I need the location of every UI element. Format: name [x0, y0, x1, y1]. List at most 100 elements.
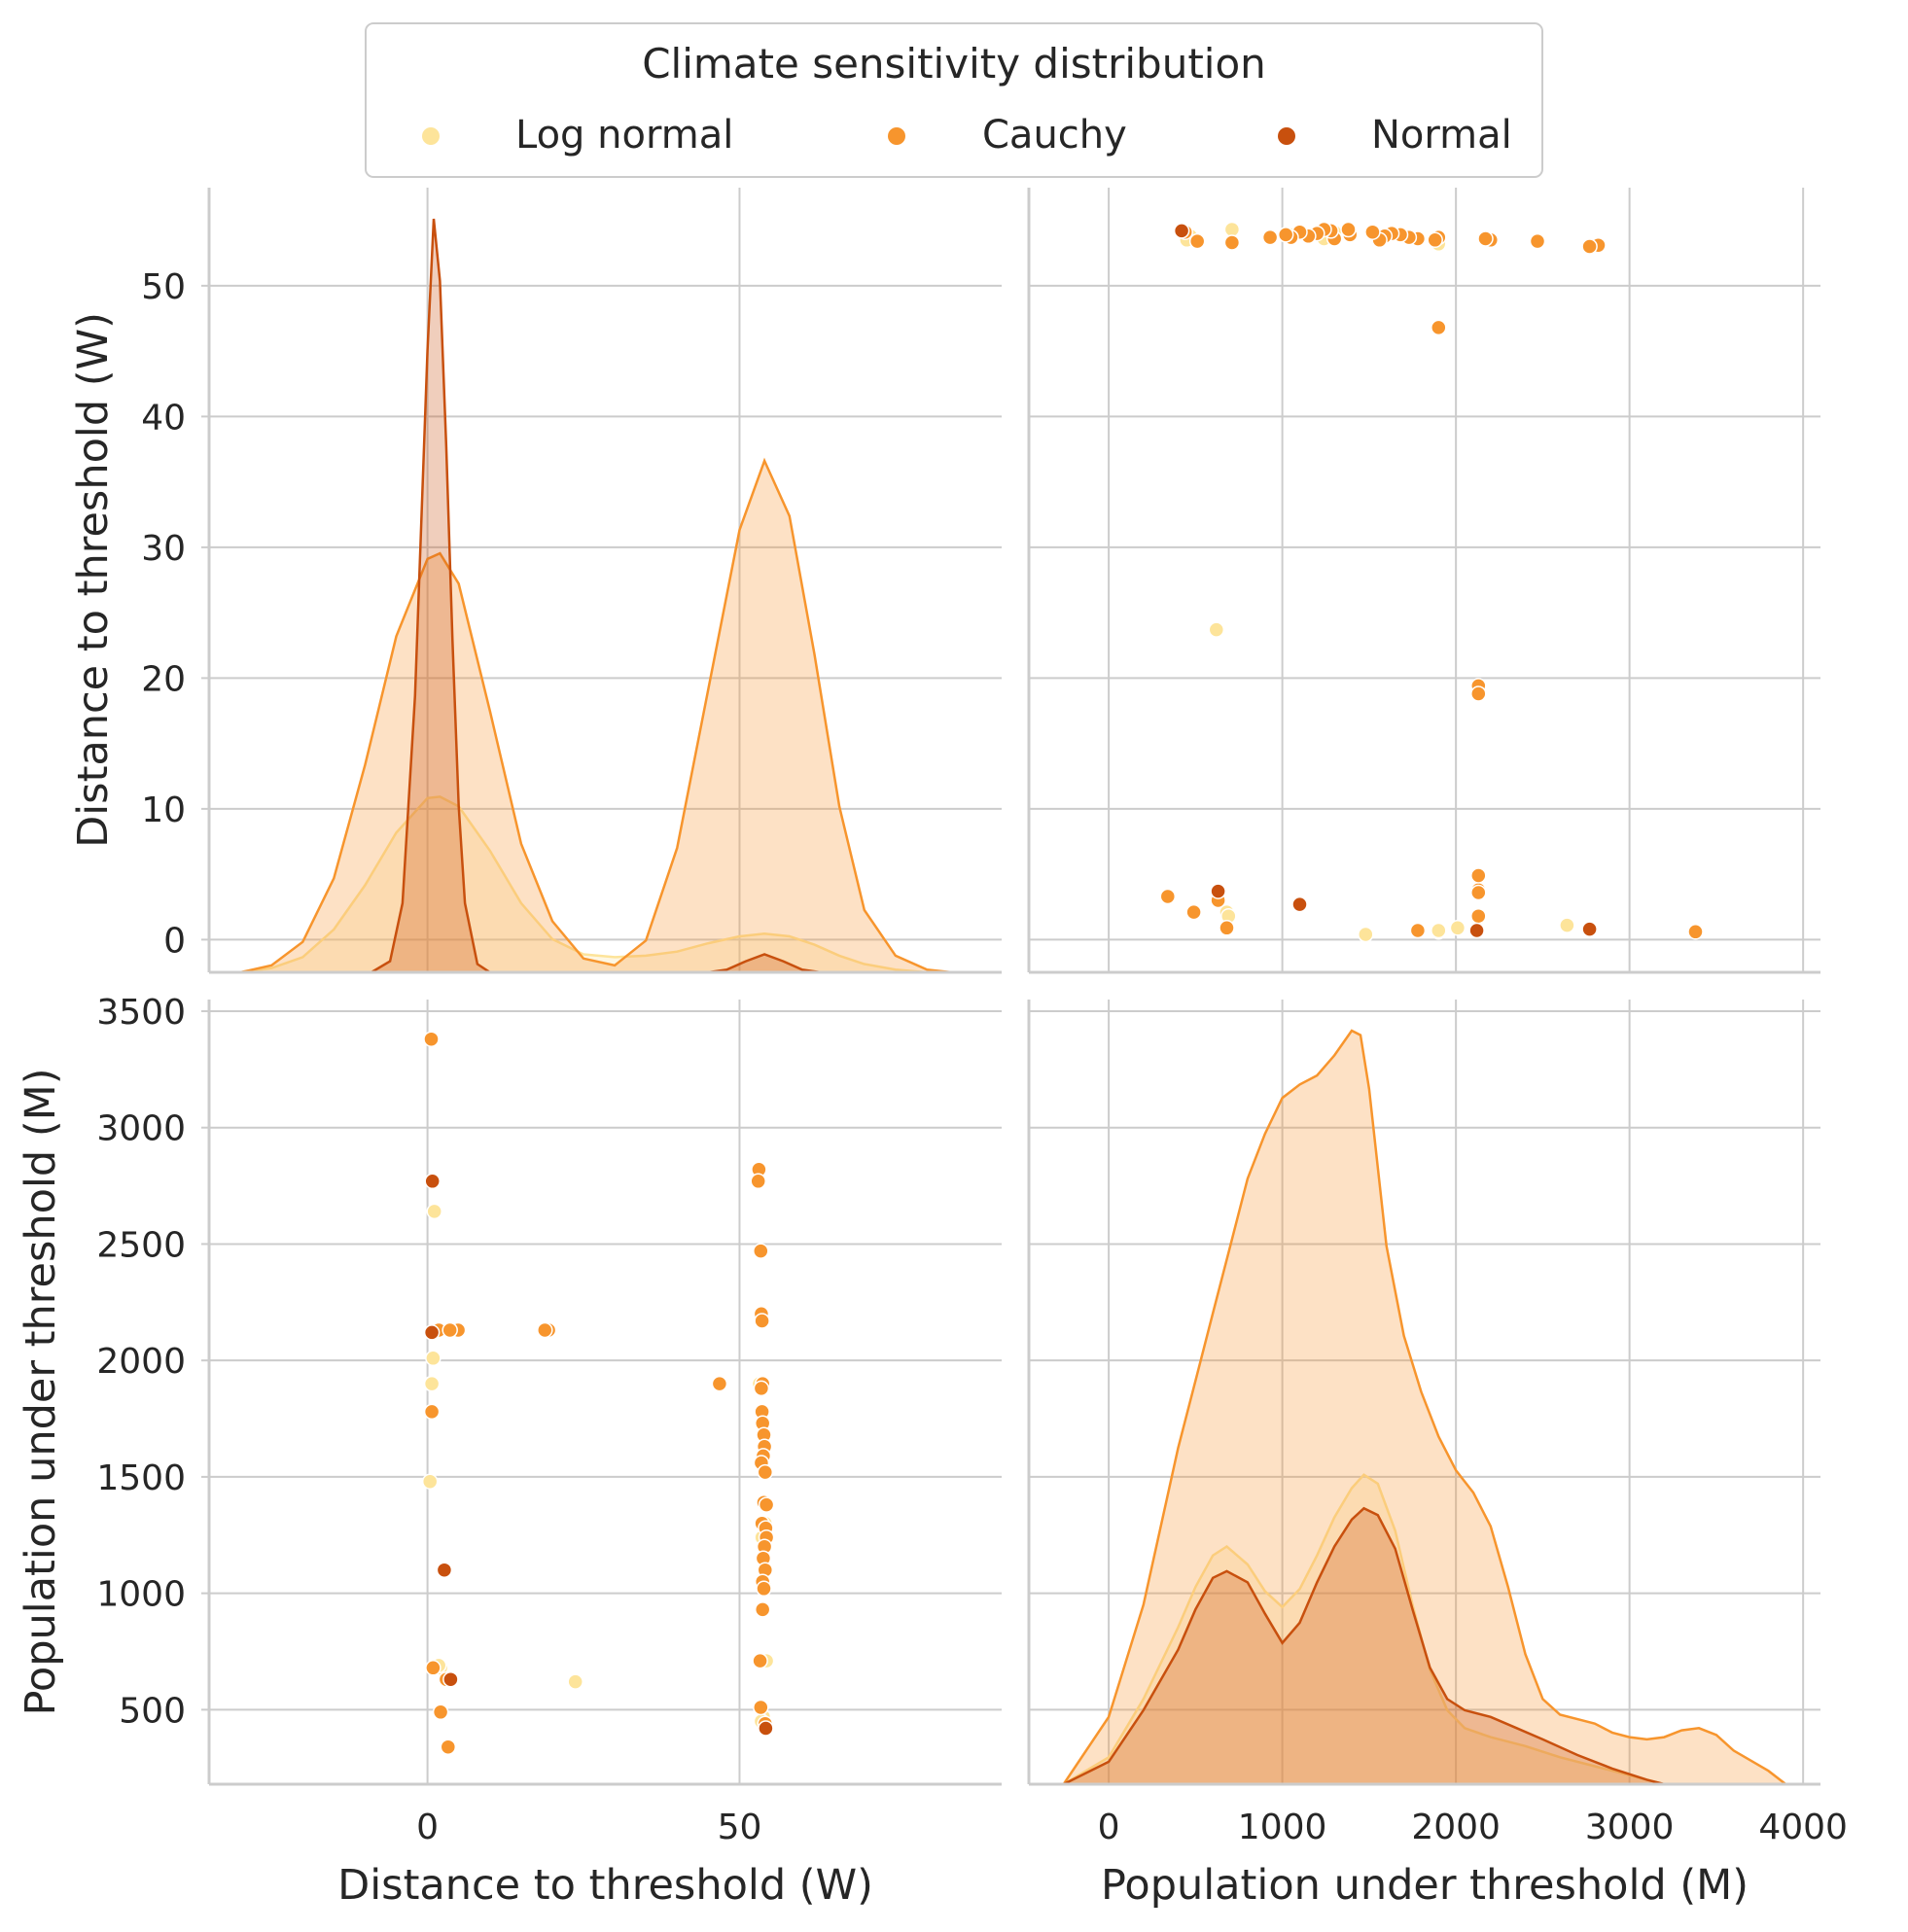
point-log-normal-3 — [1559, 917, 1575, 933]
panel-0-0 — [207, 188, 1002, 974]
point-cauchy-0 — [1687, 924, 1704, 940]
point-log-normal-3 — [426, 1203, 442, 1220]
y-tick-label-1-2500: 2500 — [96, 1225, 186, 1265]
point-cauchy-17 — [1427, 231, 1443, 249]
point-cauchy-26 — [1340, 221, 1357, 238]
point-cauchy-34 — [756, 1580, 772, 1598]
point-cauchy-10 — [1431, 319, 1447, 336]
y-tick-label-1-1500: 1500 — [96, 1458, 186, 1498]
point-cauchy-36 — [752, 1652, 768, 1669]
kde-group — [239, 218, 952, 972]
point-normal-2 — [436, 1562, 453, 1578]
point-cauchy-37 — [1188, 232, 1206, 250]
point-cauchy-9 — [537, 1321, 553, 1339]
point-cauchy-40 — [442, 1321, 458, 1339]
point-normal-2 — [1291, 896, 1308, 913]
legend-marker-log-normal — [422, 127, 440, 145]
point-normal-0 — [1581, 921, 1598, 937]
legend-title: Climate sensitivity distribution — [642, 40, 1266, 88]
kde-line-normal — [1063, 1506, 1665, 1784]
x-tick-label-1-3000: 3000 — [1585, 1808, 1675, 1847]
panel-0-1 — [1027, 188, 1820, 974]
legend-frame — [365, 22, 1543, 178]
y-axis-label-0: Distance to threshold (W) — [69, 312, 118, 848]
y-tick-label-1-1000: 1000 — [96, 1575, 186, 1615]
legend: Climate sensitivity distribution Log nor… — [365, 22, 1543, 178]
legend-marker-cauchy — [888, 127, 905, 145]
point-normal-0 — [424, 1173, 441, 1190]
y-tick-label-0-20: 20 — [141, 659, 186, 699]
point-cauchy-12 — [1581, 238, 1598, 255]
point-log-normal-9 — [1208, 621, 1225, 638]
y-tick-label-0-40: 40 — [141, 398, 186, 438]
y-tick-label-1-3000: 3000 — [96, 1109, 186, 1149]
kde-fill-normal — [1063, 1508, 1665, 1784]
x-tick-label-0-0: 0 — [416, 1808, 439, 1847]
y-tick-label-1-3500: 3500 — [96, 993, 186, 1033]
point-cauchy-3 — [432, 1704, 449, 1721]
x-tick-label-1-0: 0 — [1098, 1808, 1120, 1847]
point-cauchy-35 — [1261, 228, 1279, 246]
y-tick-label-0-50: 50 — [141, 267, 186, 307]
x-axis-label-0: Distance to threshold (W) — [337, 1861, 873, 1910]
point-cauchy-3 — [1185, 903, 1202, 921]
point-cauchy-40 — [1470, 884, 1487, 901]
point-normal-1 — [423, 1324, 441, 1341]
kde-fill-normal — [371, 219, 821, 972]
point-log-normal-9 — [567, 1673, 583, 1690]
point-cauchy-26 — [758, 1496, 775, 1513]
y-tick-label-0-10: 10 — [141, 790, 186, 830]
point-cauchy-1 — [1409, 922, 1427, 939]
point-cauchy-17 — [753, 1380, 770, 1397]
point-normal-3 — [442, 1670, 459, 1688]
kde-fill-cauchy — [1063, 1031, 1786, 1784]
point-cauchy-4 — [440, 1739, 457, 1755]
point-log-normal-1 — [425, 1350, 442, 1367]
panel-1-0 — [207, 1000, 1002, 1786]
x-tick-label-1-2000: 2000 — [1411, 1808, 1501, 1847]
point-cauchy-5 — [1470, 907, 1487, 925]
point-normal-3 — [1210, 883, 1226, 899]
legend-label-normal: Normal — [1371, 113, 1512, 158]
point-normal-4 — [758, 1720, 774, 1737]
scatter-group — [421, 1031, 775, 1755]
point-cauchy-10 — [711, 1375, 728, 1392]
kde-group — [1062, 1029, 1787, 1784]
point-cauchy-12 — [750, 1173, 766, 1190]
point-cauchy-24 — [1364, 224, 1381, 240]
y-tick-label-0-0: 0 — [163, 921, 186, 961]
point-cauchy-13 — [753, 1243, 769, 1259]
point-log-normal-10 — [423, 1375, 441, 1392]
x-tick-label-0-50: 50 — [718, 1808, 762, 1847]
point-normal-1 — [1468, 922, 1485, 939]
point-cauchy-2 — [425, 1660, 442, 1676]
point-cauchy-37 — [753, 1699, 769, 1716]
legend-label-cauchy: Cauchy — [982, 113, 1127, 158]
point-cauchy-2 — [1219, 920, 1235, 936]
point-log-normal-0 — [421, 1473, 439, 1490]
point-cauchy-13 — [1529, 232, 1546, 250]
point-cauchy-24 — [757, 1463, 774, 1481]
x-tick-label-1-1000: 1000 — [1238, 1808, 1327, 1847]
point-cauchy-15 — [1477, 230, 1494, 247]
kde-line-cauchy — [1062, 1029, 1787, 1784]
point-cauchy-1 — [423, 1403, 441, 1421]
legend-label-log-normal: Log normal — [515, 113, 733, 158]
y-axis-label-1: Population under threshold (M) — [17, 1068, 65, 1715]
x-axis-label-1: Population under threshold (M) — [1101, 1861, 1749, 1910]
point-cauchy-0 — [423, 1031, 440, 1047]
x-tick-label-1-4000: 4000 — [1758, 1808, 1848, 1847]
point-log-normal-0 — [1358, 926, 1374, 943]
point-cauchy-36 — [1223, 234, 1241, 251]
point-cauchy-34 — [1277, 227, 1294, 243]
kde-fill-cauchy — [240, 460, 952, 972]
kde-line-cauchy — [239, 457, 952, 972]
kde-line-log-normal — [1063, 1473, 1665, 1784]
kde-line-normal — [371, 218, 822, 972]
point-cauchy-15 — [754, 1313, 770, 1329]
point-cauchy-35 — [754, 1601, 771, 1618]
point-log-normal-10 — [1431, 922, 1447, 939]
kde-line-log-normal — [239, 795, 928, 972]
